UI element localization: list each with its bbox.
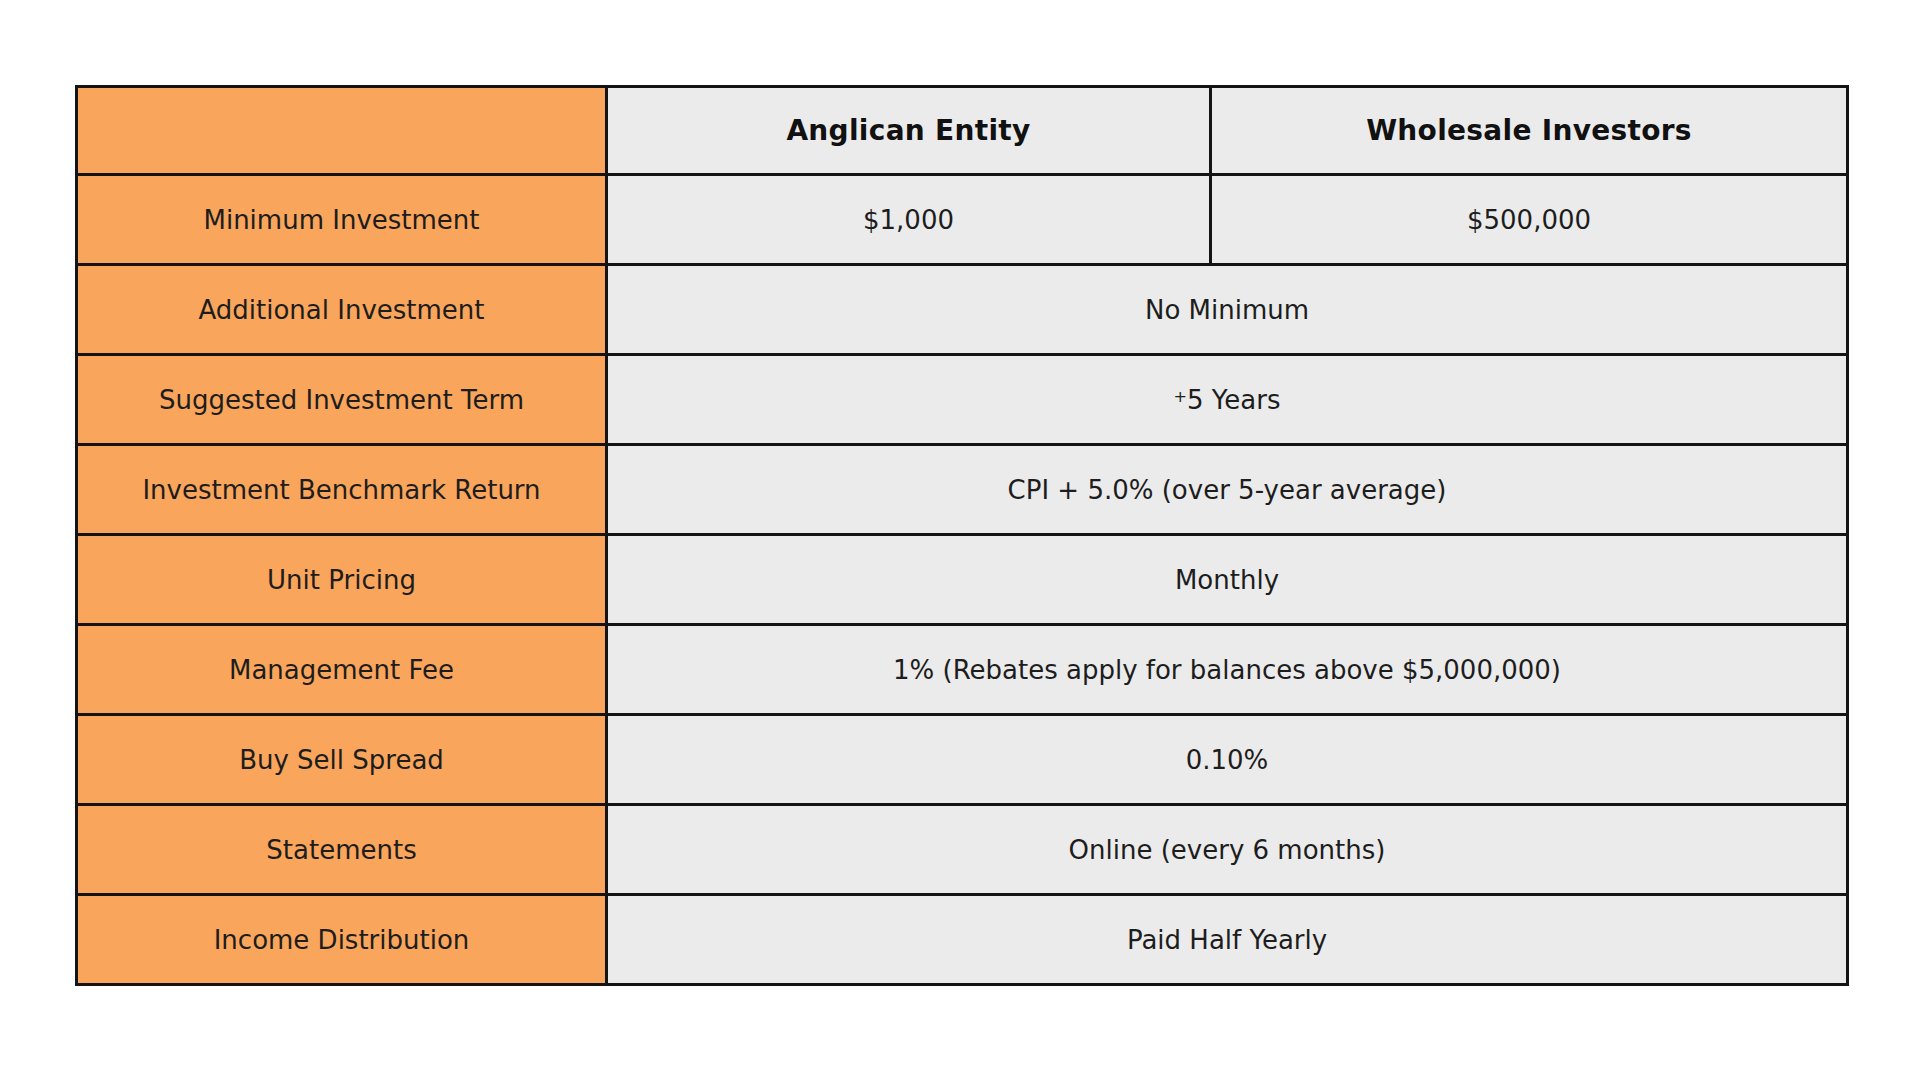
table-body: Minimum Investment$1,000$500,000Addition… [77,175,1848,985]
row-value-cell: CPI + 5.0% (over 5-year average) [607,445,1848,535]
table-row: Management Fee1% (Rebates apply for bala… [77,625,1848,715]
row-value-cell: $1,000 [607,175,1211,265]
table-row: Income DistributionPaid Half Yearly [77,895,1848,985]
row-value-cell: +5 Years [607,355,1848,445]
corner-cell [77,87,607,175]
row-value-cell: 0.10% [607,715,1848,805]
page: { "page": { "background": "#ffffff" }, "… [0,0,1920,1080]
table-row: Investment Benchmark ReturnCPI + 5.0% (o… [77,445,1848,535]
fund-comparison-table: Anglican Entity Wholesale Investors Mini… [75,85,1849,986]
table-row: Minimum Investment$1,000$500,000 [77,175,1848,265]
table-row: StatementsOnline (every 6 months) [77,805,1848,895]
column-header-anglican-entity: Anglican Entity [607,87,1211,175]
row-label-cell: Management Fee [77,625,607,715]
table-header-row: Anglican Entity Wholesale Investors [77,87,1848,175]
row-label-cell: Buy Sell Spread [77,715,607,805]
superscript-plus: + [1174,386,1188,405]
row-value-cell: $500,000 [1211,175,1848,265]
row-value-cell: 1% (Rebates apply for balances above $5,… [607,625,1848,715]
row-label-cell: Unit Pricing [77,535,607,625]
row-value-cell: No Minimum [607,265,1848,355]
table-row: Additional InvestmentNo Minimum [77,265,1848,355]
row-value-cell: Paid Half Yearly [607,895,1848,985]
row-value-cell: Online (every 6 months) [607,805,1848,895]
row-label-cell: Suggested Investment Term [77,355,607,445]
row-label-cell: Income Distribution [77,895,607,985]
row-label-cell: Minimum Investment [77,175,607,265]
row-label-cell: Investment Benchmark Return [77,445,607,535]
table-row: Suggested Investment Term+5 Years [77,355,1848,445]
table-row: Unit PricingMonthly [77,535,1848,625]
table-row: Buy Sell Spread0.10% [77,715,1848,805]
row-value-cell: Monthly [607,535,1848,625]
row-label-cell: Additional Investment [77,265,607,355]
column-header-wholesale-investors: Wholesale Investors [1211,87,1848,175]
row-label-cell: Statements [77,805,607,895]
